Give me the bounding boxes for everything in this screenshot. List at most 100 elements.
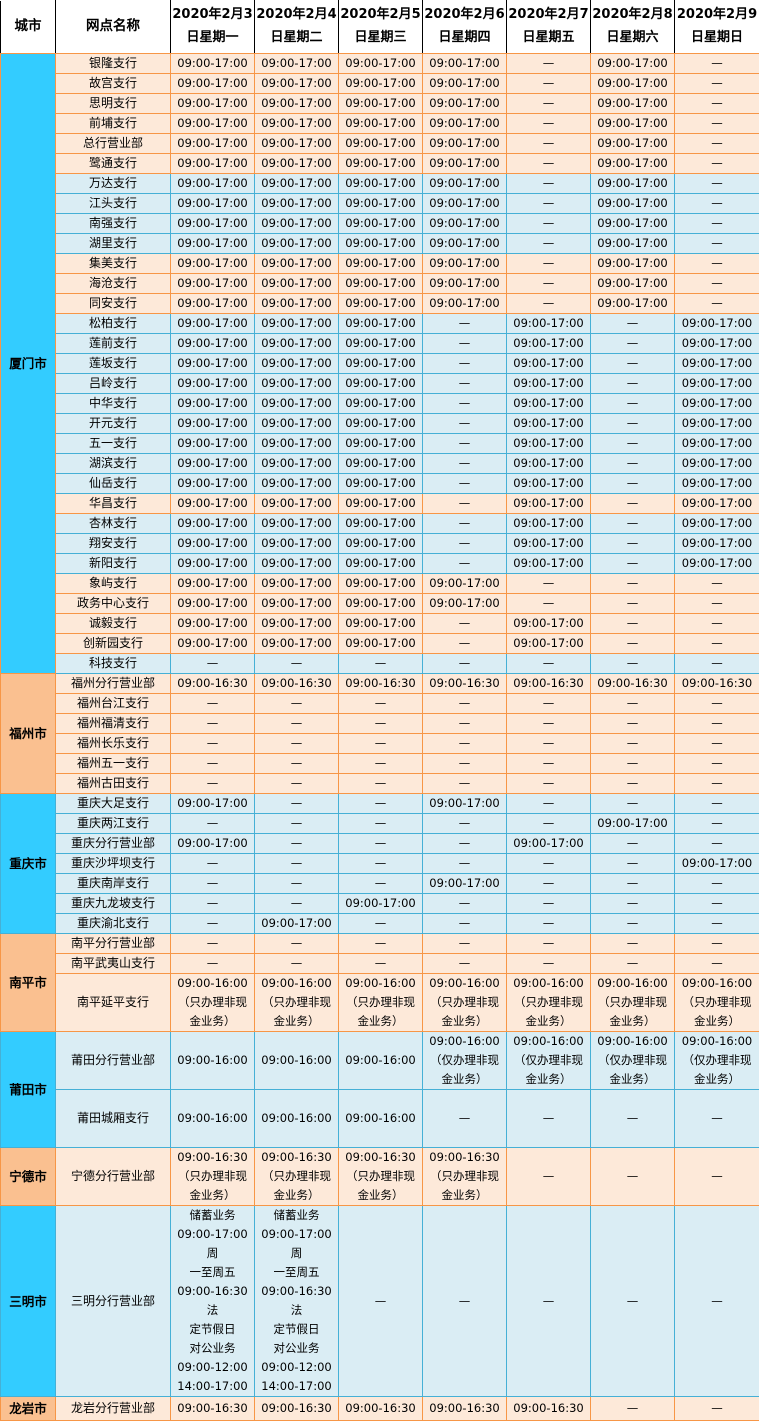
hours-cell: — bbox=[507, 194, 591, 214]
hours-cell: 09:00-17:00 bbox=[591, 134, 675, 154]
hours-cell: — bbox=[423, 954, 507, 974]
hours-cell: — bbox=[675, 1397, 759, 1421]
hours-cell: — bbox=[675, 294, 759, 314]
hours-cell: — bbox=[339, 694, 423, 714]
branch-name-cell: 中华支行 bbox=[56, 394, 171, 414]
hours-cell: 09:00-16:30 bbox=[675, 674, 759, 694]
hours-cell: — bbox=[591, 554, 675, 574]
table-row: 科技支行——————— bbox=[1, 654, 759, 674]
hours-cell: — bbox=[591, 754, 675, 774]
hours-cell: 09:00-17:00 bbox=[591, 234, 675, 254]
hours-cell: — bbox=[255, 774, 339, 794]
hours-cell: 09:00-17:00 bbox=[255, 574, 339, 594]
hours-cell: 09:00-17:00 bbox=[171, 634, 255, 654]
hours-cell: 09:00-17:00 bbox=[591, 154, 675, 174]
hours-cell: 09:00-17:00 bbox=[507, 454, 591, 474]
hours-cell: 09:00-16:00 （只办理非现 金业务） bbox=[339, 974, 423, 1032]
hours-cell: 09:00-17:00 bbox=[507, 554, 591, 574]
branch-name-cell: 海沧支行 bbox=[56, 274, 171, 294]
hours-cell: 09:00-17:00 bbox=[507, 834, 591, 854]
table-row: 南平市南平分行营业部——————— bbox=[1, 934, 759, 954]
hours-cell: 09:00-17:00 bbox=[339, 634, 423, 654]
header-date-line2: 日星期日 bbox=[676, 27, 758, 50]
hours-cell: 09:00-17:00 bbox=[423, 74, 507, 94]
hours-cell: 09:00-17:00 bbox=[507, 414, 591, 434]
hours-cell: — bbox=[675, 734, 759, 754]
hours-cell: — bbox=[507, 934, 591, 954]
hours-cell: 09:00-17:00 bbox=[255, 134, 339, 154]
hours-cell: — bbox=[507, 714, 591, 734]
hours-cell: 09:00-17:00 bbox=[171, 594, 255, 614]
hours-cell: — bbox=[255, 734, 339, 754]
branch-name-cell: 莆田分行营业部 bbox=[56, 1032, 171, 1090]
hours-cell: 09:00-17:00 bbox=[339, 274, 423, 294]
hours-cell: 09:00-17:00 bbox=[591, 74, 675, 94]
header-date-line2: 日星期五 bbox=[508, 27, 589, 50]
hours-cell: — bbox=[591, 934, 675, 954]
hours-cell: — bbox=[339, 1206, 423, 1397]
hours-cell: 09:00-17:00 bbox=[423, 274, 507, 294]
hours-cell: 09:00-16:30 bbox=[507, 1397, 591, 1421]
hours-cell: — bbox=[675, 614, 759, 634]
branch-name-cell: 重庆渝北支行 bbox=[56, 914, 171, 934]
hours-cell: 09:00-17:00 bbox=[255, 114, 339, 134]
hours-cell: — bbox=[423, 614, 507, 634]
hours-cell: — bbox=[507, 234, 591, 254]
hours-cell: 09:00-17:00 bbox=[255, 414, 339, 434]
header-date-line1: 2020年2月8 bbox=[592, 4, 673, 27]
hours-cell: — bbox=[675, 874, 759, 894]
header-city: 城市 bbox=[1, 1, 56, 54]
branch-name-cell: 集美支行 bbox=[56, 254, 171, 274]
hours-cell: 09:00-17:00 bbox=[675, 454, 759, 474]
branch-name-cell: 南平武夷山支行 bbox=[56, 954, 171, 974]
hours-cell: 09:00-17:00 bbox=[423, 254, 507, 274]
hours-cell: 09:00-16:00 bbox=[171, 1090, 255, 1148]
hours-cell: — bbox=[675, 1148, 759, 1206]
hours-cell: — bbox=[591, 694, 675, 714]
hours-cell: — bbox=[171, 754, 255, 774]
hours-cell: — bbox=[591, 794, 675, 814]
hours-cell: — bbox=[591, 1148, 675, 1206]
branch-name-cell: 前埔支行 bbox=[56, 114, 171, 134]
hours-cell: 09:00-16:00 （只办理非现 金业务） bbox=[675, 974, 759, 1032]
hours-cell: — bbox=[591, 914, 675, 934]
branch-name-cell: 莲坂支行 bbox=[56, 354, 171, 374]
branch-name-cell: 象屿支行 bbox=[56, 574, 171, 594]
hours-cell: 09:00-17:00 bbox=[171, 494, 255, 514]
header-date-line1: 2020年2月4 bbox=[256, 4, 337, 27]
hours-cell: 09:00-17:00 bbox=[339, 894, 423, 914]
table-row: 三明市三明分行营业部储蓄业务 09:00-17:00周 一至周五 09:00-1… bbox=[1, 1206, 759, 1397]
hours-cell: — bbox=[255, 754, 339, 774]
branch-name-cell: 福州分行营业部 bbox=[56, 674, 171, 694]
hours-cell: 09:00-17:00 bbox=[339, 174, 423, 194]
hours-cell: 09:00-17:00 bbox=[339, 74, 423, 94]
hours-cell: 09:00-17:00 bbox=[675, 554, 759, 574]
hours-cell: 09:00-17:00 bbox=[171, 554, 255, 574]
hours-cell: 09:00-17:00 bbox=[507, 334, 591, 354]
hours-cell: — bbox=[255, 714, 339, 734]
hours-cell: — bbox=[507, 294, 591, 314]
hours-cell: — bbox=[675, 694, 759, 714]
branch-name-cell: 松柏支行 bbox=[56, 314, 171, 334]
hours-cell: 09:00-17:00 bbox=[507, 354, 591, 374]
hours-cell: 09:00-17:00 bbox=[255, 594, 339, 614]
branch-name-cell: 湖里支行 bbox=[56, 234, 171, 254]
hours-cell: — bbox=[591, 654, 675, 674]
hours-cell: 09:00-17:00 bbox=[255, 194, 339, 214]
hours-cell: 09:00-17:00 bbox=[423, 294, 507, 314]
